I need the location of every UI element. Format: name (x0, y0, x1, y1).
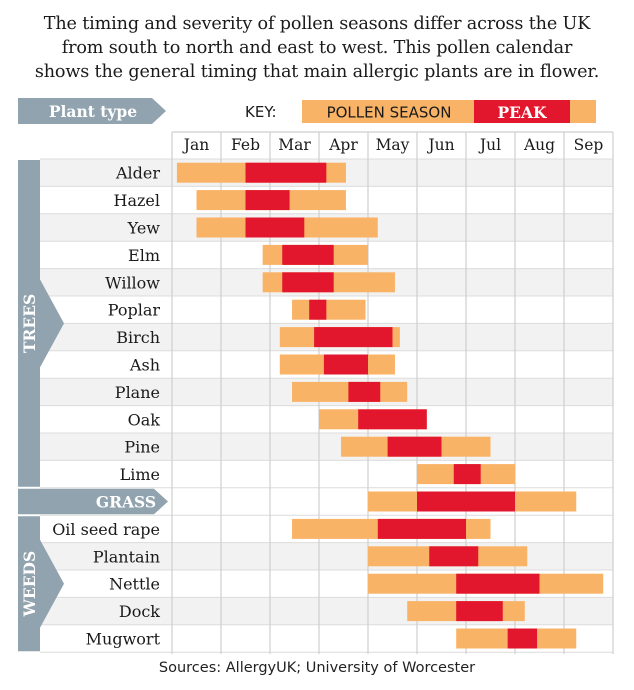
plant-label-alder: Alder (115, 164, 160, 183)
month-label-jan: Jan (182, 136, 209, 154)
plant-label-nettle: Nettle (109, 575, 160, 594)
plant-label-oak: Oak (128, 410, 161, 429)
peak-bar-nettle (456, 573, 540, 594)
plant-label-oil-seed-rape: Oil seed rape (52, 520, 160, 539)
group-label-trees: TREES (20, 294, 39, 353)
plant-label-birch: Birch (116, 328, 160, 347)
group-band-grass (18, 488, 168, 515)
peak-bar-oil-seed-rape (377, 518, 466, 539)
season-bar-poplar (292, 299, 366, 320)
key-peak-label: PEAK (498, 103, 547, 122)
plant-label-plantain: Plantain (93, 547, 160, 566)
group-band-weeds (18, 516, 64, 652)
sources-note: Sources: AllergyUK; University of Worces… (158, 660, 476, 676)
month-label-jun: Jun (426, 136, 454, 154)
row-stripe (40, 433, 613, 461)
plant-label-poplar: Poplar (108, 301, 161, 320)
month-label-mar: Mar (278, 136, 311, 154)
key-label: KEY: (245, 103, 277, 121)
plant-label-pine: Pine (124, 438, 160, 457)
intro-line-3: shows the general timing that main aller… (34, 62, 600, 82)
group-band-trees (18, 160, 64, 487)
key-season-swatch-end (570, 100, 596, 123)
month-label-jul: Jul (478, 136, 501, 154)
peak-bar-yew (245, 217, 305, 238)
plant-label-mugwort: Mugwort (86, 630, 161, 649)
peak-bar-alder (245, 162, 327, 183)
peak-bar-mugwort (507, 628, 538, 649)
peak-bar-plane (348, 381, 381, 402)
group-label-weeds: WEEDS (20, 551, 39, 618)
plant-type-tag (18, 98, 166, 124)
peak-bar-birch (314, 327, 393, 348)
month-label-feb: Feb (231, 136, 260, 154)
peak-bar-pine (387, 436, 442, 457)
plant-label-plane: Plane (115, 383, 160, 402)
peak-bar-plantain (429, 546, 479, 567)
plant-label-lime: Lime (120, 465, 160, 484)
plant-type-header: Plant type (49, 102, 137, 121)
plant-label-ash: Ash (129, 356, 160, 375)
group-label-grass: GRASS (96, 493, 156, 512)
peak-bar-grass (417, 491, 515, 512)
month-label-sep: Sep (574, 136, 604, 154)
intro-line-2: from south to north and east to west. Th… (61, 38, 573, 58)
chart-intro: The timing and severity of pollen season… (0, 12, 634, 84)
key-season-swatch (302, 100, 474, 123)
plant-label-hazel: Hazel (113, 191, 160, 210)
key-peak-swatch (474, 100, 570, 123)
peak-bar-dock (456, 601, 503, 622)
peak-bar-willow (282, 272, 334, 293)
peak-bar-oak (358, 409, 427, 430)
peak-bar-hazel (245, 190, 290, 211)
peak-bar-ash (323, 354, 368, 375)
peak-bar-lime (453, 464, 481, 485)
month-label-may: May (376, 136, 410, 154)
month-label-apr: Apr (328, 136, 358, 154)
intro-line-1: The timing and severity of pollen season… (43, 14, 591, 34)
key-season-label: POLLEN SEASON (327, 104, 452, 122)
peak-bar-elm (282, 244, 334, 265)
month-label-aug: Aug (523, 136, 555, 154)
plant-label-elm: Elm (128, 246, 160, 265)
plant-label-dock: Dock (119, 602, 160, 621)
peak-bar-poplar (309, 299, 327, 320)
plant-label-willow: Willow (105, 273, 160, 292)
plant-label-yew: Yew (127, 219, 161, 238)
